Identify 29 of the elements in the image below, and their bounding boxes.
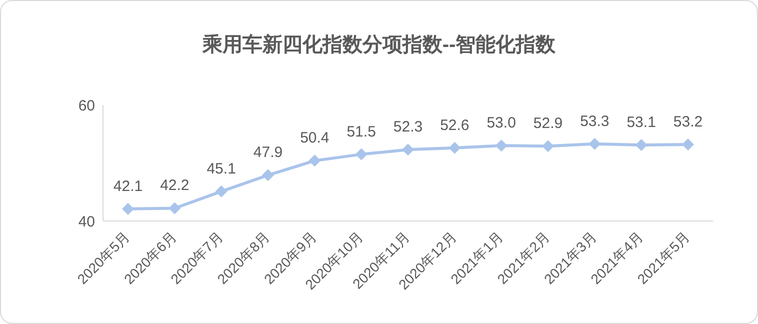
- point: [495, 140, 508, 152]
- data-label: 42.2: [160, 177, 190, 194]
- data-label: 52.9: [533, 115, 563, 132]
- point: [355, 148, 368, 160]
- data-label: 53.2: [673, 113, 703, 130]
- point: [308, 154, 321, 167]
- data-label: 51.5: [346, 123, 376, 140]
- point: [215, 185, 228, 198]
- data-label: 53.1: [626, 114, 656, 132]
- point: [448, 142, 461, 154]
- point: [542, 140, 554, 152]
- point: [122, 202, 134, 215]
- data-label: 53.0: [486, 114, 516, 132]
- chart-title: 乘用车新四化指数分项指数--智能化指数: [201, 32, 557, 58]
- data-label: 52.3: [393, 118, 423, 136]
- point: [168, 202, 181, 214]
- point: [588, 138, 601, 150]
- y-tick-label: 60: [78, 97, 95, 114]
- data-label: 50.4: [300, 130, 330, 147]
- point: [402, 144, 414, 156]
- y-tick-label: 40: [78, 213, 95, 230]
- point: [682, 138, 694, 150]
- data-label: 52.6: [440, 116, 470, 134]
- data-label: 53.3: [580, 112, 610, 130]
- data-label: 42.1: [113, 178, 143, 195]
- point: [262, 169, 274, 182]
- data-label: 47.9: [253, 144, 283, 162]
- point: [635, 139, 648, 152]
- data-label: 45.1: [206, 160, 236, 178]
